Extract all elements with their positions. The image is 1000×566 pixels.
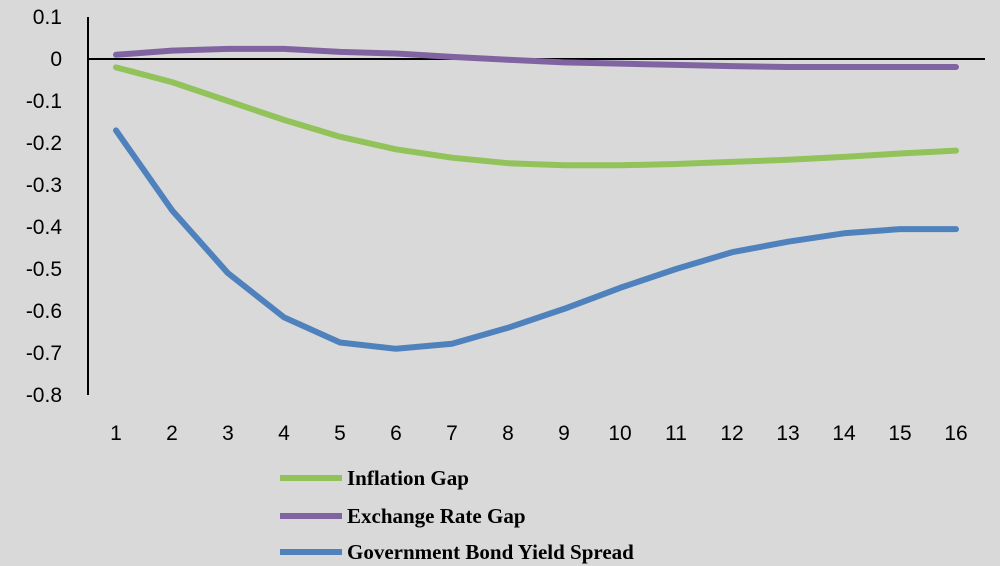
legend-label-2: Government Bond Yield Spread [347, 540, 634, 564]
x-tick-label: 8 [502, 422, 514, 445]
y-tick-label: -0.8 [26, 384, 62, 407]
x-tick-label: 14 [832, 422, 856, 445]
legend-label-1: Exchange Rate Gap [347, 504, 526, 528]
x-tick-label: 2 [166, 422, 178, 445]
x-tick-label: 13 [776, 422, 799, 445]
x-tick-label: 4 [278, 422, 290, 445]
x-tick-label: 15 [888, 422, 911, 445]
x-tick-label: 10 [608, 422, 631, 445]
x-tick-label: 7 [446, 422, 458, 445]
y-tick-label: -0.4 [26, 216, 63, 239]
y-axis: 0.1 0 -0.1 -0.2 -0.3 -0.4 -0.5 -0.6 -0.7 -0.8 [26, 6, 89, 407]
y-tick-label: -0.1 [26, 90, 62, 113]
y-tick-label: -0.7 [26, 342, 62, 365]
x-tick-label: 11 [665, 422, 687, 445]
legend-label-0: Inflation Gap [347, 466, 469, 490]
x-tick-label: 9 [558, 422, 570, 445]
x-tick-label: 5 [334, 422, 346, 445]
y-tick-label: 0 [50, 48, 62, 71]
y-tick-label: -0.2 [26, 132, 62, 155]
x-tick-label: 1 [110, 422, 122, 445]
legend: Inflation Gap Exchange Rate Gap Government… [280, 466, 634, 564]
y-tick-label: -0.6 [26, 300, 62, 323]
series-line-0 [113, 64, 959, 169]
x-tick-label: 3 [222, 422, 234, 445]
x-axis: 1 2 3 4 5 6 7 8 9 10 11 12 13 14 15 16 [88, 58, 985, 445]
x-tick-label: 6 [390, 422, 402, 445]
series-line-2 [113, 127, 959, 352]
y-tick-label: -0.3 [26, 174, 62, 197]
series-line-1 [113, 45, 959, 70]
y-tick-label: 0.1 [33, 6, 62, 29]
y-tick-label: -0.5 [26, 258, 62, 281]
x-tick-label: 16 [944, 422, 967, 445]
x-tick-label: 12 [720, 422, 743, 445]
series-lines [113, 45, 959, 352]
